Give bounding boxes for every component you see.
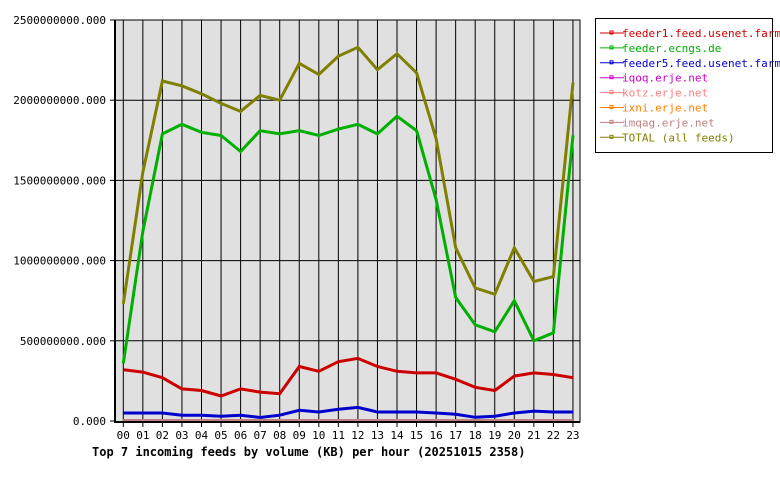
x-tick-label: 11: [332, 429, 345, 442]
y-axis: 0.000 500000000.000 1000000000.000 15000000…: [13, 14, 115, 428]
x-tick-label: 23: [566, 429, 579, 442]
legend-label: imqag.erje.net: [622, 116, 715, 129]
x-tick-label: 02: [156, 429, 169, 442]
x-tick-label: 16: [429, 429, 442, 442]
legend-label: iqoq.erje.net: [622, 72, 708, 85]
x-tick-label: 03: [175, 429, 188, 442]
x-tick-label: 18: [469, 429, 482, 442]
x-tick-label: 01: [136, 429, 149, 442]
x-tick-label: 08: [273, 429, 286, 442]
x-tick-label: 21: [527, 429, 540, 442]
x-tick-label: 19: [488, 429, 501, 442]
chart-title: Top 7 incoming feeds by volume (KB) per …: [92, 445, 525, 459]
x-tick-label: 00: [117, 429, 130, 442]
x-tick-label: 15: [410, 429, 423, 442]
x-tick-label: 12: [351, 429, 364, 442]
legend-label: feeder.ecngs.de: [622, 42, 721, 55]
x-tick-label: 07: [254, 429, 267, 442]
y-tick-label: 2500000000.000: [13, 14, 106, 27]
legend: feeder1.feed.usenet.farm feeder.ecngs.de f…: [596, 19, 780, 153]
y-tick-label: 0.000: [73, 415, 106, 428]
x-tick-label: 14: [390, 429, 404, 442]
x-axis: 00 01 02 03 04 05 06 07 08 09 10 11 12 13 14 15 16 17 18 19…: [117, 422, 580, 442]
x-tick-label: 17: [449, 429, 462, 442]
y-tick-label: 500000000.000: [20, 335, 106, 348]
x-tick-label: 20: [508, 429, 521, 442]
x-tick-label: 22: [547, 429, 560, 442]
x-tick-label: 06: [234, 429, 247, 442]
legend-label: TOTAL (all feeds): [622, 131, 735, 144]
legend-label: ixni.erje.net: [622, 102, 708, 115]
legend-label: feeder1.feed.usenet.farm: [622, 27, 780, 40]
x-tick-label: 13: [371, 429, 384, 442]
legend-label: kotz.erje.net: [622, 87, 708, 100]
y-tick-label: 2000000000.000: [13, 94, 106, 107]
y-tick-label: 1500000000.000: [13, 174, 106, 187]
x-tick-label: 05: [214, 429, 227, 442]
legend-label: feeder5.feed.usenet.farm: [622, 57, 780, 70]
x-tick-label: 10: [312, 429, 325, 442]
y-tick-label: 1000000000.000: [13, 255, 106, 268]
x-tick-label: 04: [195, 429, 209, 442]
x-tick-label: 09: [293, 429, 306, 442]
plot-area: [115, 20, 580, 422]
